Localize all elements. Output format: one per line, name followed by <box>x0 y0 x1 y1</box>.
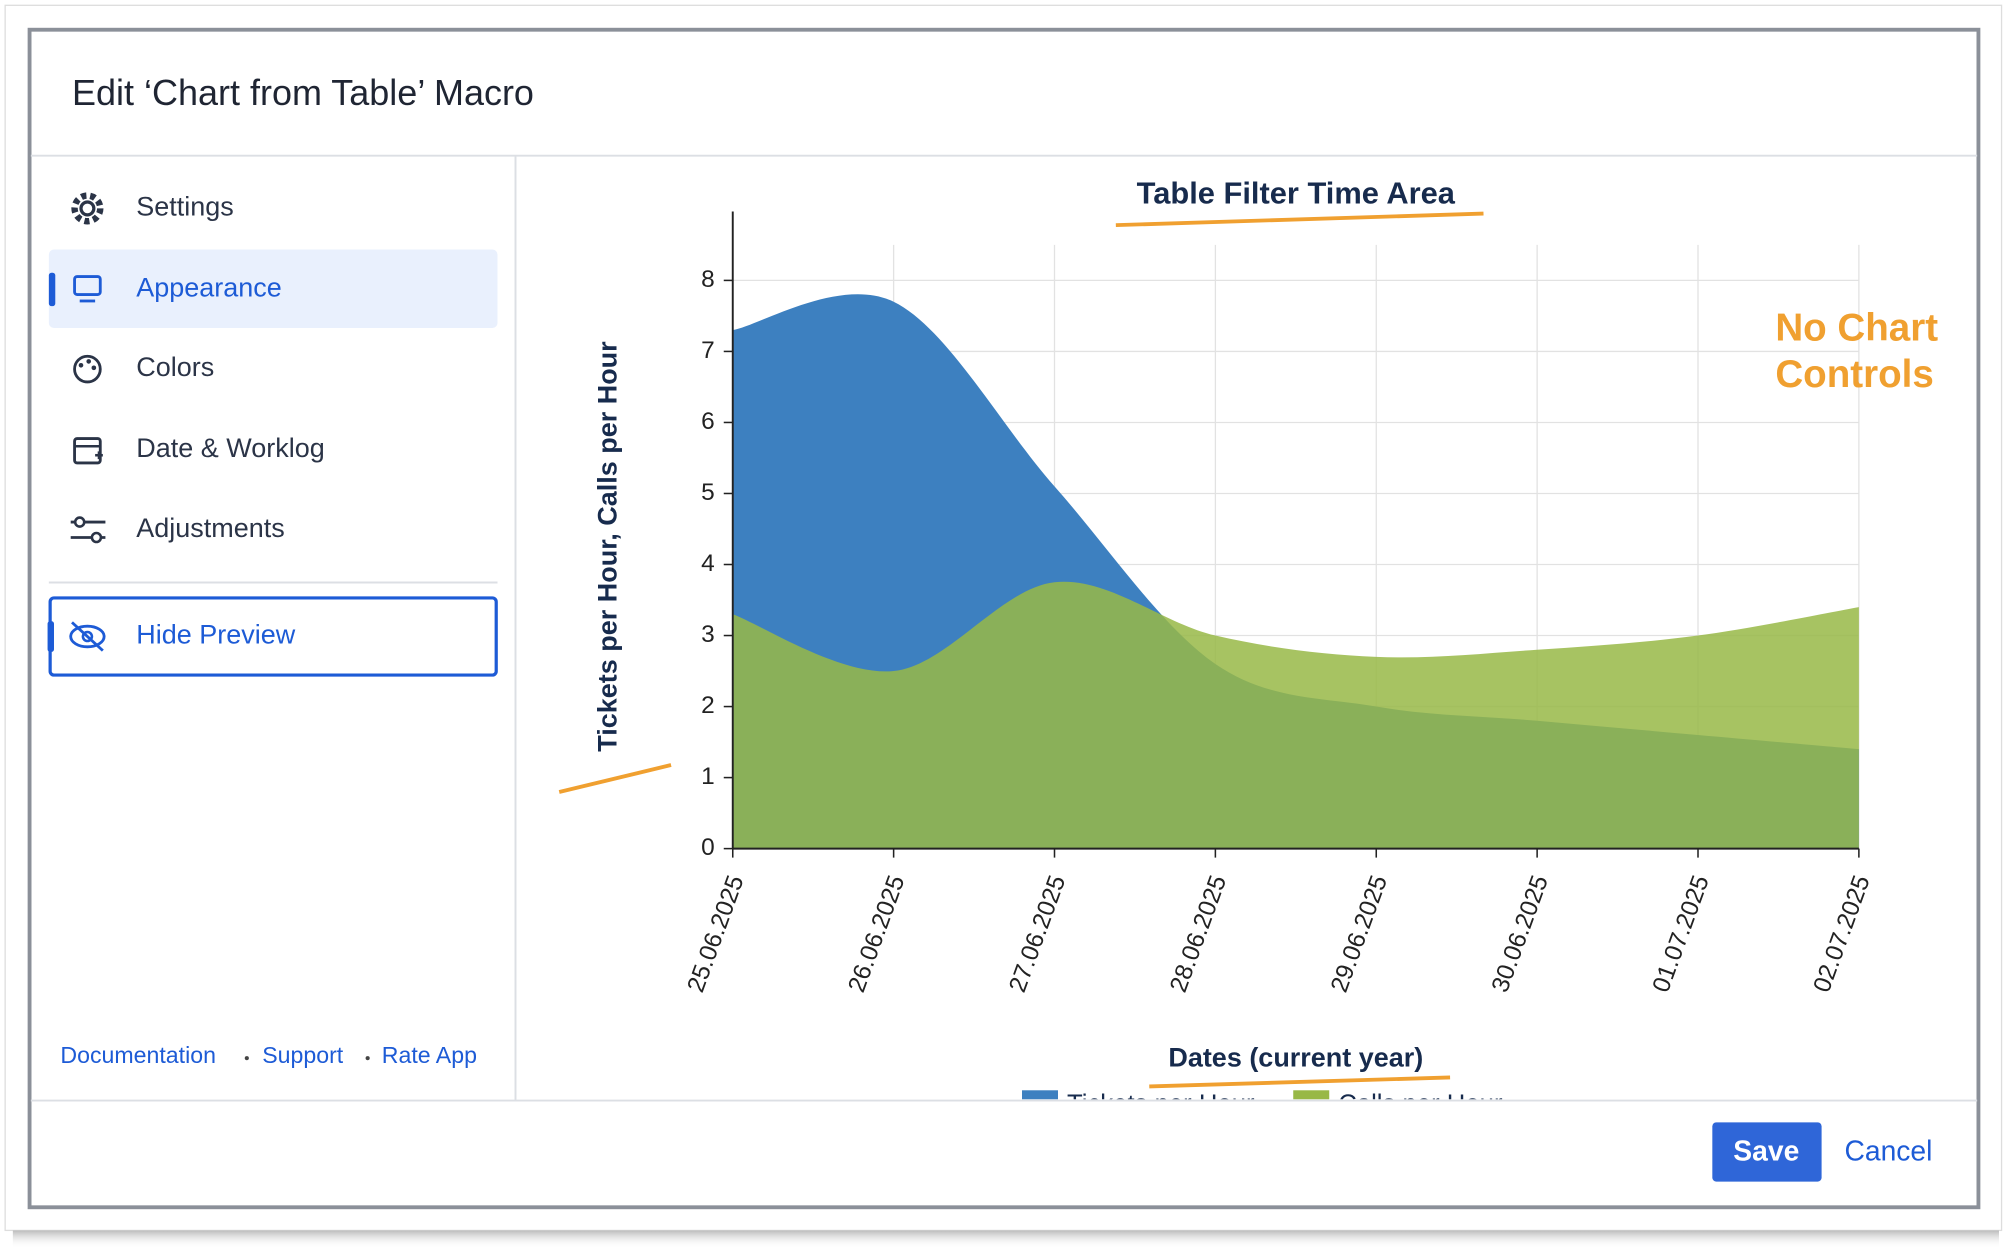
eye-pupil <box>81 630 94 643</box>
menu-label: Adjustments <box>136 513 284 543</box>
y-tick-label: 6 <box>701 408 715 435</box>
y-tick-label: 0 <box>701 834 715 861</box>
annotation-underline <box>1149 1075 1451 1089</box>
menu-item[interactable]: Colors <box>73 352 215 384</box>
active-bg <box>48 249 498 328</box>
button-label: Hide Preview <box>136 620 295 650</box>
area <box>732 581 1859 849</box>
y-tick-label: 7 <box>701 337 715 364</box>
y-tick-label: 3 <box>701 621 715 648</box>
menu-item[interactable]: Settings <box>71 192 234 225</box>
sidebar: Settings Appearance Colors Date & Worklo… <box>47 192 498 1068</box>
button-bg <box>1712 1122 1822 1182</box>
save-button[interactable]: Save <box>1712 1122 1822 1182</box>
legend-label: Calls per Hour <box>1338 1091 1503 1119</box>
hide-preview-button[interactable]: Hide Preview <box>47 596 498 677</box>
palette-dot <box>91 365 97 371</box>
annotation-underline <box>1115 211 1484 228</box>
active-marker <box>48 272 56 307</box>
menu-label: Settings <box>136 192 234 222</box>
menu-label: Date & Worklog <box>136 433 324 463</box>
y-tick-label: 1 <box>701 763 715 790</box>
palette-dot <box>78 362 84 368</box>
legend-label: Tickets per Hour <box>1067 1091 1255 1119</box>
slider-knob <box>73 516 86 528</box>
calendar-icon <box>73 437 102 465</box>
gear-icon-center <box>79 200 96 217</box>
button-label: Save <box>1733 1135 1799 1167</box>
menu-label: Colors <box>136 352 214 382</box>
x-axis-label: Dates (current year) <box>1168 1043 1423 1073</box>
link-separator <box>244 1056 249 1061</box>
palette-dot <box>86 359 92 364</box>
chart-title: Table Filter Time Area <box>1137 176 1456 211</box>
y-axis-label: Tickets per Hour, Calls per Hour <box>592 341 622 752</box>
active-marker <box>47 621 54 652</box>
slider-knob <box>90 531 103 544</box>
menu-item[interactable]: Adjustments <box>70 513 285 544</box>
annotation: No Chart <box>1775 307 1938 350</box>
link-separator <box>365 1056 370 1061</box>
legend-swatch <box>1021 1090 1058 1100</box>
annotation: Controls <box>1775 353 1933 396</box>
legend-swatch <box>1293 1090 1330 1100</box>
link[interactable]: Rate App <box>382 1042 477 1068</box>
annotation-underline <box>558 763 672 794</box>
y-tick-label: 5 <box>701 479 715 506</box>
dialog-title: Edit ‘Chart from Table’ Macro <box>72 72 534 113</box>
cancel-button[interactable]: Cancel <box>1844 1135 1932 1167</box>
menu-item[interactable]: Date & Worklog <box>73 433 325 465</box>
menu-label: Appearance <box>136 273 282 303</box>
y-tick-label: 8 <box>701 266 715 293</box>
eye-slash <box>71 621 104 652</box>
eye-icon <box>69 624 106 649</box>
shadow <box>12 1230 2000 1249</box>
monitor-icon <box>73 275 102 296</box>
gear-icon <box>71 192 104 225</box>
y-tick-label: 2 <box>701 692 715 719</box>
link[interactable]: Support <box>262 1042 344 1068</box>
menu-item[interactable]: Appearance <box>48 249 498 328</box>
y-tick-label: 4 <box>701 550 715 577</box>
palette-icon <box>73 354 102 384</box>
link[interactable]: Documentation <box>60 1042 216 1068</box>
